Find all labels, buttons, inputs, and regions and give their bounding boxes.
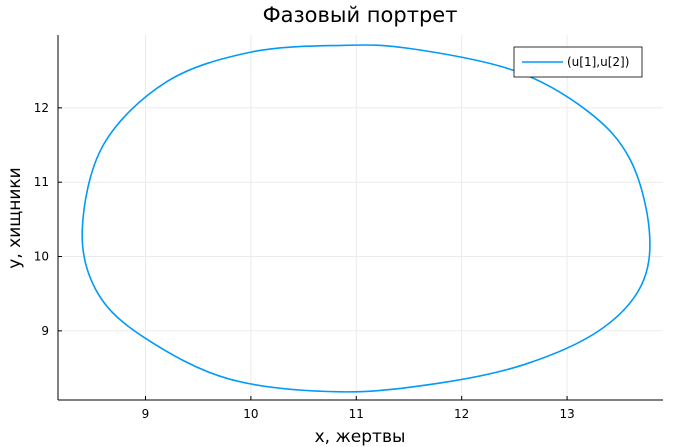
x-tick-label: 11	[349, 407, 364, 421]
y-tick-label: 11	[34, 175, 49, 189]
y-axis-title: y, хищники	[5, 167, 25, 268]
axes	[57, 35, 663, 401]
x-tick-label: 10	[243, 407, 258, 421]
tick-labels: 9 10 11 12 13 9 10 11 12	[34, 101, 575, 421]
x-tick-label: 9	[142, 407, 150, 421]
x-tick-label: 12	[454, 407, 469, 421]
grid	[58, 35, 663, 400]
x-axis-title: x, жертвы	[315, 427, 406, 447]
legend: (u[1],u[2])	[513, 46, 643, 78]
y-tick-label: 10	[34, 250, 49, 264]
legend-label: (u[1],u[2])	[567, 55, 629, 69]
y-tick-label: 9	[41, 324, 49, 338]
x-tick-label: 13	[559, 407, 574, 421]
y-tick-label: 12	[34, 101, 49, 115]
chart-title: Фазовый портрет	[263, 3, 458, 27]
